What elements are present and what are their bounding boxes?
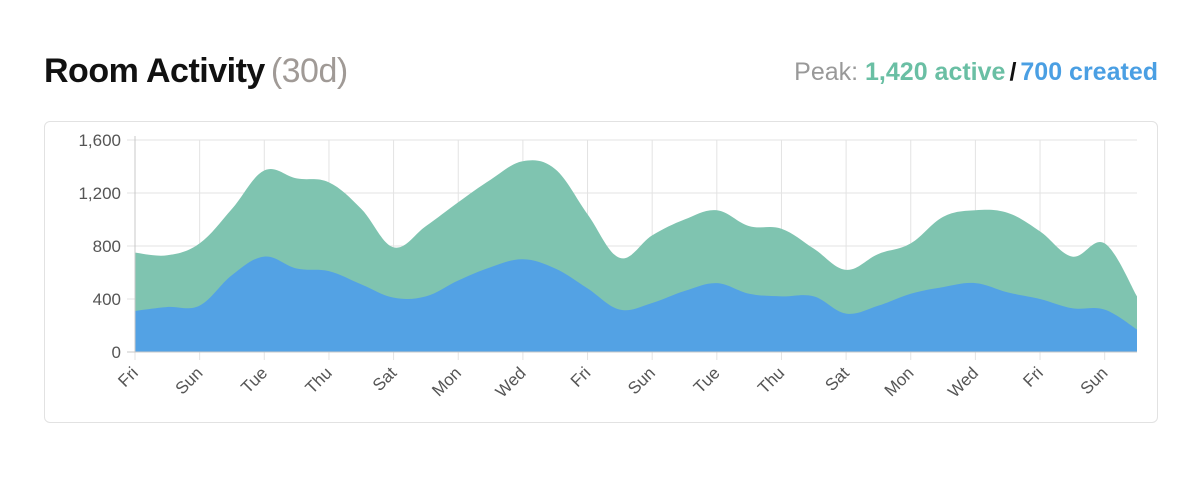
x-tick-label: Sat — [369, 363, 401, 395]
x-tick-label: Thu — [302, 363, 336, 397]
x-tick-label: Mon — [881, 363, 918, 400]
title-range: (30d) — [270, 52, 348, 90]
area-series — [134, 160, 1138, 352]
x-tick-label: Thu — [754, 363, 788, 397]
x-tick-label: Fri — [114, 363, 141, 390]
series-area-created — [135, 256, 1137, 352]
x-tick-label: Sun — [172, 363, 207, 398]
y-tick-label: 400 — [93, 290, 121, 309]
peak-label: Peak: — [794, 58, 859, 86]
x-tick-label: Sun — [1077, 363, 1112, 398]
chart-header: Room Activity (30d) Peak: 1,420 active/70… — [44, 50, 1158, 94]
x-tick-label: Fri — [567, 363, 594, 390]
y-tick-label: 800 — [93, 237, 121, 256]
x-tick-label: Sat — [821, 363, 853, 395]
axes — [127, 136, 1137, 353]
x-tick-labels: Fri Sun Tue Thu Sat Mon Wed Fri Sun Tue Thu Sat Mon W… — [114, 363, 1111, 401]
x-tick-label: Fri — [1019, 363, 1046, 390]
chart-title: Room Activity (30d) — [44, 52, 348, 91]
y-tick-label: 0 — [112, 343, 121, 362]
x-tick-label: Sun — [624, 363, 659, 398]
title-text: Room Activity — [44, 52, 265, 90]
y-tick-labels: 0 400 800 1,200 1,600 — [78, 131, 121, 362]
x-tick-label: Tue — [690, 363, 724, 397]
y-tick-label: 1,200 — [78, 184, 121, 203]
y-tick-label: 1,600 — [78, 131, 121, 150]
x-tick-label: Wed — [492, 363, 530, 401]
x-tick-label: Tue — [237, 363, 271, 397]
peak-summary: Peak: 1,420 active/700 created — [794, 58, 1158, 87]
peak-created: 700 created — [1020, 58, 1158, 86]
x-tick-label: Wed — [944, 363, 982, 401]
peak-active: 1,420 active — [865, 58, 1006, 86]
chart-panel: 0 400 800 1,200 1,600 Fri Sun Tue Thu Sat Mon Wed F… — [44, 121, 1158, 423]
x-tick-label: Mon — [428, 363, 465, 400]
peak-separator: / — [1009, 58, 1017, 86]
